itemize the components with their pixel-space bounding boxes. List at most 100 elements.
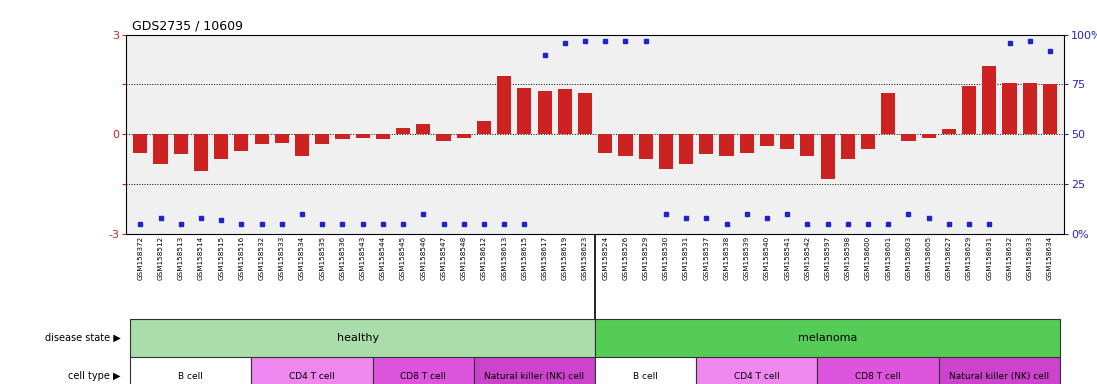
Text: disease state ▶: disease state ▶ (45, 333, 121, 343)
Bar (173, 134, 188, 154)
Text: GSM158627: GSM158627 (946, 236, 952, 280)
Text: GSM158600: GSM158600 (866, 236, 871, 280)
Text: GSM158531: GSM158531 (683, 236, 689, 280)
Text: GSM158617: GSM158617 (542, 236, 547, 280)
Text: GSM158515: GSM158515 (218, 236, 224, 280)
Text: GSM158633: GSM158633 (1027, 236, 1032, 280)
Text: GSM158536: GSM158536 (339, 236, 346, 280)
Bar (780, 134, 794, 149)
Text: GSM158634: GSM158634 (1047, 236, 1053, 280)
Text: GSM158615: GSM158615 (521, 236, 528, 280)
Text: GSM158619: GSM158619 (562, 236, 568, 280)
Bar (194, 134, 208, 171)
Text: GSM158535: GSM158535 (319, 236, 325, 280)
Bar (861, 134, 875, 149)
Bar (638, 134, 653, 159)
Text: GSM158539: GSM158539 (744, 236, 749, 280)
Bar (235, 134, 248, 151)
Bar (760, 134, 774, 146)
Text: GSM158632: GSM158632 (1007, 236, 1013, 280)
Text: cell type ▶: cell type ▶ (68, 371, 121, 381)
Bar (255, 134, 269, 144)
Text: GSM158543: GSM158543 (360, 236, 365, 280)
Bar (154, 134, 168, 164)
Text: CD8 T cell: CD8 T cell (856, 372, 901, 381)
Bar (295, 134, 309, 156)
Bar (376, 134, 389, 139)
Text: GSM158546: GSM158546 (420, 236, 427, 280)
Bar (456, 134, 471, 138)
Bar (131, 319, 595, 357)
Bar (679, 134, 693, 164)
Bar (133, 134, 147, 153)
Text: GSM158547: GSM158547 (441, 236, 446, 280)
Bar (1043, 84, 1058, 134)
Text: GSM158537: GSM158537 (703, 236, 710, 280)
Bar (416, 124, 430, 134)
Text: CD4 T cell: CD4 T cell (290, 372, 335, 381)
Text: GSM158538: GSM158538 (724, 236, 730, 280)
Text: GSM158603: GSM158603 (905, 236, 912, 280)
Text: GSM158545: GSM158545 (400, 236, 406, 280)
Text: B cell: B cell (179, 372, 203, 381)
Bar (1003, 83, 1017, 134)
Text: GSM158533: GSM158533 (279, 236, 285, 280)
Bar (817, 357, 939, 384)
Text: GSM158605: GSM158605 (926, 236, 931, 280)
Text: B cell: B cell (633, 372, 658, 381)
Bar (881, 93, 895, 134)
Bar (902, 134, 916, 141)
Bar (373, 357, 474, 384)
Text: melanoma: melanoma (798, 333, 857, 343)
Bar (821, 134, 835, 179)
Bar (251, 357, 373, 384)
Text: CD8 T cell: CD8 T cell (400, 372, 446, 381)
Bar (739, 134, 754, 153)
Text: GSM158529: GSM158529 (643, 236, 648, 280)
Bar (801, 134, 814, 156)
Text: GSM158597: GSM158597 (825, 236, 830, 280)
Bar (921, 134, 936, 138)
Bar (131, 357, 251, 384)
Bar (598, 134, 612, 153)
Bar (720, 134, 734, 156)
Bar (939, 357, 1060, 384)
Bar (659, 134, 672, 169)
Bar (619, 134, 633, 156)
Text: GSM158512: GSM158512 (158, 236, 163, 280)
Bar (355, 134, 370, 138)
Bar (595, 319, 1060, 357)
Bar (595, 357, 697, 384)
Text: GSM158623: GSM158623 (583, 236, 588, 280)
Bar (942, 129, 955, 134)
Text: GSM158540: GSM158540 (764, 236, 770, 280)
Text: GSM158629: GSM158629 (966, 236, 972, 280)
Bar (336, 134, 350, 139)
Bar (578, 93, 592, 134)
Bar (1022, 83, 1037, 134)
Text: GSM158613: GSM158613 (501, 236, 507, 280)
Text: GSM158532: GSM158532 (259, 236, 264, 280)
Text: Natural killer (NK) cell: Natural killer (NK) cell (949, 372, 1050, 381)
Bar (840, 134, 855, 159)
Bar (518, 88, 531, 134)
Bar (474, 357, 595, 384)
Text: GSM158598: GSM158598 (845, 236, 851, 280)
Text: GSM158372: GSM158372 (137, 236, 144, 280)
Bar (538, 91, 552, 134)
Text: Natural killer (NK) cell: Natural killer (NK) cell (485, 372, 585, 381)
Bar (982, 66, 996, 134)
Text: GSM158542: GSM158542 (804, 236, 811, 280)
Text: GSM158534: GSM158534 (299, 236, 305, 280)
Bar (477, 121, 491, 134)
Bar (437, 134, 451, 141)
Bar (274, 134, 289, 143)
Bar (699, 134, 713, 154)
Text: GSM158524: GSM158524 (602, 236, 608, 280)
Text: GSM158530: GSM158530 (663, 236, 669, 280)
Text: CD4 T cell: CD4 T cell (734, 372, 780, 381)
Text: GSM158548: GSM158548 (461, 236, 466, 280)
Text: GDS2735 / 10609: GDS2735 / 10609 (132, 20, 242, 33)
Text: GSM158541: GSM158541 (784, 236, 790, 280)
Text: GSM158514: GSM158514 (197, 236, 204, 280)
